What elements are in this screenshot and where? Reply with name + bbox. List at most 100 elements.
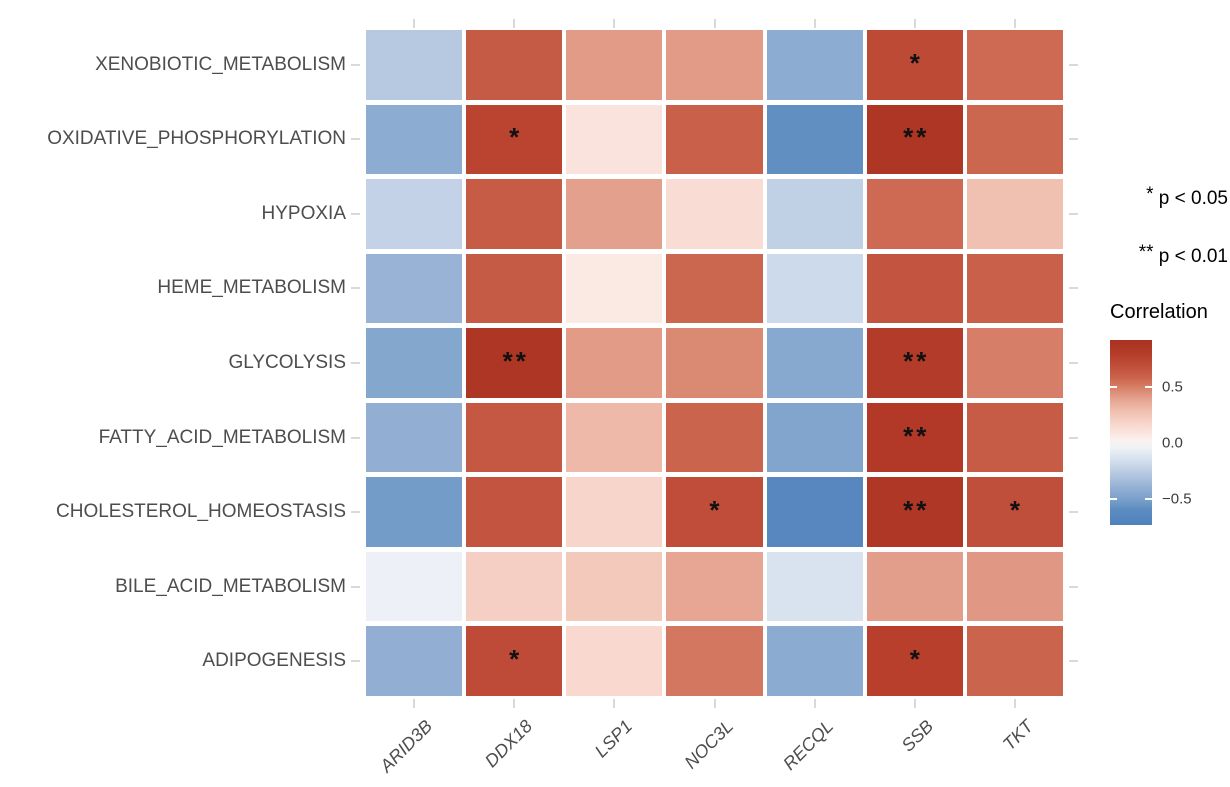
heatmap-cell	[366, 551, 463, 622]
colorbar-tick-label: 0.0	[1162, 434, 1183, 452]
heatmap-cell	[666, 179, 763, 249]
heatmap-cell	[766, 179, 863, 249]
axis-tick	[351, 362, 360, 364]
significance-marker: **	[903, 122, 930, 153]
heatmap-cell: *	[466, 626, 563, 696]
colorbar-title: Correlation	[1110, 301, 1208, 323]
heatmap-cell	[766, 253, 863, 324]
significance-marker: *	[1009, 495, 1023, 526]
axis-tick	[351, 585, 360, 588]
heatmap-panel: * * ** ** ** ** * ** * * *	[366, 30, 1063, 696]
heatmap-cell	[966, 402, 1063, 473]
heatmap-cell	[766, 551, 863, 622]
heatmap-cell: *	[666, 477, 763, 547]
heatmap-cell	[666, 328, 763, 398]
x-axis-label: ARID3B	[376, 716, 437, 777]
significance-marker: *	[509, 644, 523, 675]
heatmap-cell	[566, 179, 663, 249]
axis-tick	[913, 19, 916, 28]
axis-tick	[713, 19, 716, 28]
colorbar-tick-label: −0.5	[1162, 490, 1192, 508]
heatmap-cell	[666, 253, 763, 324]
heatmap-cell: **	[466, 328, 563, 398]
axis-tick	[1069, 511, 1078, 514]
heatmap-cell	[766, 30, 863, 100]
heatmap-cell	[366, 477, 463, 547]
heatmap-cell	[966, 179, 1063, 249]
y-axis-label: HEME_METABOLISM	[157, 277, 346, 299]
axis-tick	[713, 699, 716, 708]
axis-tick	[1069, 63, 1078, 66]
significance-marker: *	[509, 122, 523, 153]
heatmap-cell	[466, 551, 563, 622]
heatmap-cell	[366, 30, 463, 100]
colorbar-tick	[1145, 498, 1152, 501]
heatmap-cell	[766, 402, 863, 473]
heatmap-cell	[566, 551, 663, 622]
axis-tick	[1069, 585, 1078, 588]
significance-legend-p001: ** p < 0.01	[1100, 242, 1228, 268]
heatmap-cell	[566, 30, 663, 100]
heatmap-cell: **	[866, 402, 963, 473]
y-axis-label: BILE_ACID_METABOLISM	[115, 575, 346, 597]
heatmap-cell: **	[866, 477, 963, 547]
heatmap-cell	[766, 477, 863, 547]
heatmap-cell	[366, 328, 463, 398]
y-axis-label: FATTY_ACID_METABOLISM	[98, 426, 346, 448]
heatmap-cell	[466, 179, 563, 249]
axis-tick	[513, 699, 516, 708]
y-axis-label: XENOBIOTIC_METABOLISM	[95, 53, 346, 75]
heatmap-cell	[766, 626, 863, 696]
heatmap-cell	[466, 30, 563, 100]
heatmap-cell	[966, 551, 1063, 622]
axis-tick	[1069, 660, 1078, 663]
heatmap-cell	[966, 104, 1063, 175]
heatmap-cell	[566, 328, 663, 398]
y-axis-label: HYPOXIA	[261, 202, 346, 224]
heatmap-cell	[566, 626, 663, 696]
significance-marker: **	[502, 345, 529, 376]
axis-tick	[513, 19, 516, 28]
axis-tick	[413, 19, 416, 28]
heatmap-cell	[366, 253, 463, 324]
axis-tick	[1013, 19, 1016, 28]
colorbar-tick	[1145, 386, 1152, 389]
heatmap-cell	[966, 253, 1063, 324]
heatmap-cell	[766, 328, 863, 398]
significance-legend-p005: * p < 0.05	[1100, 184, 1228, 210]
significance-marker: **	[903, 420, 930, 451]
axis-tick	[1069, 138, 1078, 141]
axis-tick	[351, 287, 360, 290]
significance-legend: * p < 0.05 ** p < 0.01	[1100, 184, 1228, 268]
significance-legend-p001-text: p < 0.01	[1153, 246, 1228, 267]
axis-tick	[613, 699, 616, 708]
heatmap-cell	[666, 104, 763, 175]
significance-marker: *	[709, 495, 723, 526]
asterisk-double: **	[1138, 242, 1154, 263]
heatmap-cell	[366, 402, 463, 473]
y-axis-label: GLYCOLYSIS	[228, 351, 346, 373]
heatmap-cell	[466, 402, 563, 473]
axis-tick	[813, 19, 816, 28]
axis-tick	[351, 63, 360, 66]
y-axis-labels: XENOBIOTIC_METABOLISM OXIDATIVE_PHOSPHORY…	[8, 30, 346, 696]
axis-tick	[1069, 436, 1078, 439]
heatmap-cell: *	[466, 104, 563, 175]
heatmap-cell	[366, 104, 463, 175]
significance-marker: **	[903, 495, 930, 526]
significance-marker: *	[909, 644, 923, 675]
heatmap-cell: *	[966, 477, 1063, 547]
significance-legend-p005-text: p < 0.05	[1153, 188, 1228, 209]
heatmap-cell: *	[866, 30, 963, 100]
axis-tick	[613, 19, 616, 28]
axis-tick	[1069, 362, 1078, 364]
heatmap-cell	[666, 551, 763, 622]
heatmap-cell	[566, 477, 663, 547]
heatmap-cell	[366, 626, 463, 696]
colorbar-tick-label: 0.5	[1162, 378, 1183, 396]
y-axis-label: ADIPOGENESIS	[202, 650, 346, 672]
heatmap-cell	[666, 402, 763, 473]
y-axis-label: OXIDATIVE_PHOSPHORYLATION	[47, 128, 346, 150]
heatmap-cell: **	[866, 328, 963, 398]
